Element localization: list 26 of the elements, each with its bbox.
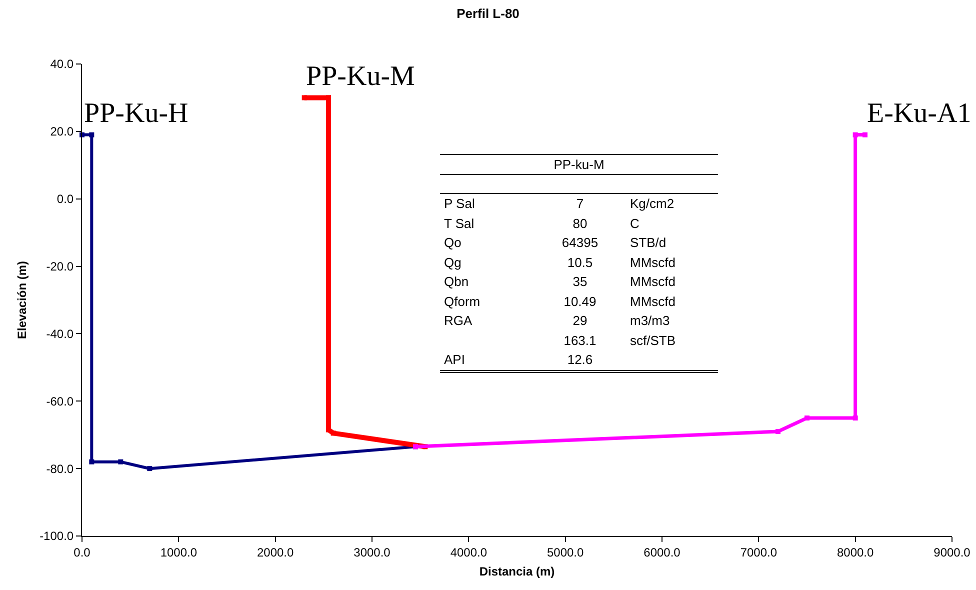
x-tick-label: 7000.0 <box>740 545 778 560</box>
x-tick-label: 9000.0 <box>934 545 971 560</box>
x-tick-label: 6000.0 <box>644 545 681 560</box>
y-tick-label: 20.0 <box>50 124 74 139</box>
x-tick-label: 8000.0 <box>836 545 874 560</box>
y-tick-label: -40.0 <box>46 326 74 341</box>
annotation: E-Ku-A1 <box>867 98 972 129</box>
annotation: PP-Ku-M <box>306 61 416 92</box>
y-tick-label: -100.0 <box>40 529 74 544</box>
x-tick-label: 5000.0 <box>546 545 584 560</box>
x-tick-label: 2000.0 <box>256 545 294 560</box>
x-tick-label: 3000.0 <box>354 545 391 560</box>
y-axis-title: Elevación (m) <box>14 260 29 340</box>
annotation: PP-ku-M <box>440 154 718 175</box>
value-table: PP-ku-M P Sal 7 Kg/cm2 T Sal 80 C Qo 64395 STB/d Qg 10.5 MMscfd Qbn 35 MMscfd Qform 10.49 MMscfd RGA 29 m3/m3 163.1 scf/STB API 12.6 <box>440 154 718 372</box>
y-tick-label: -80.0 <box>46 462 74 476</box>
y-tick-label: 40.0 <box>50 57 74 72</box>
x-tick-label: 1000.0 <box>160 545 198 560</box>
x-tick-label: 4000.0 <box>450 545 488 560</box>
y-tick-label: -60.0 <box>46 394 74 408</box>
chart-title: Perfil L-80 <box>456 6 520 21</box>
y-tick-label: 0.0 <box>56 192 74 206</box>
x-tick-label: 0.0 <box>74 545 91 560</box>
annotation: PP-Ku-H <box>84 98 188 129</box>
y-tick-label: -20.0 <box>46 259 74 274</box>
x-axis-title: Distancia (m) <box>479 564 555 578</box>
